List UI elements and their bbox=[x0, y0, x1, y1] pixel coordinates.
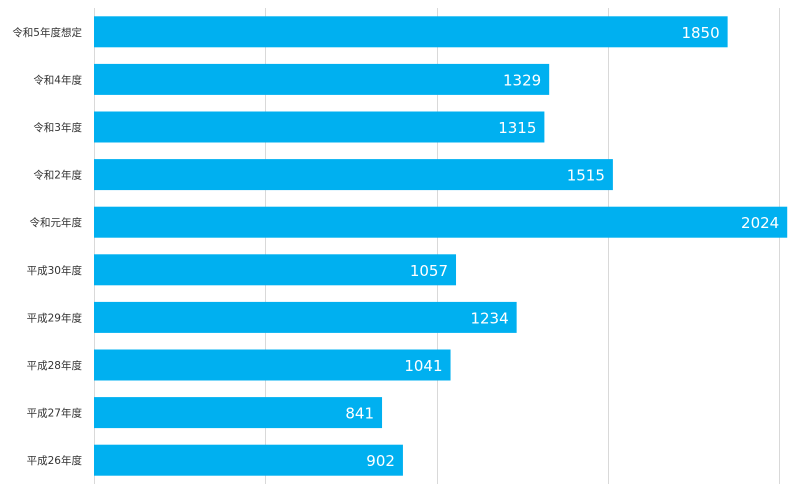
category-label: 令和2年度 bbox=[33, 169, 82, 182]
bar bbox=[94, 397, 383, 429]
bar bbox=[94, 111, 545, 143]
data-label: 1329 bbox=[503, 71, 541, 89]
bar bbox=[94, 63, 550, 95]
bar bbox=[94, 301, 517, 333]
bar bbox=[94, 254, 457, 286]
bar bbox=[94, 349, 451, 381]
data-label: 1057 bbox=[410, 262, 448, 280]
category-label: 平成28年度 bbox=[27, 359, 83, 372]
data-label: 1515 bbox=[567, 167, 605, 185]
data-label: 1850 bbox=[681, 24, 719, 42]
data-label: 1315 bbox=[498, 119, 536, 137]
value-labels: 1850 1329 1315 1515 2024 1057 1234 1041 841 902 bbox=[345, 24, 779, 470]
bar bbox=[94, 16, 728, 48]
data-label: 902 bbox=[366, 452, 395, 470]
bar bbox=[94, 159, 613, 191]
category-label: 令和3年度 bbox=[33, 121, 82, 134]
data-label: 841 bbox=[345, 405, 374, 423]
category-label: 平成26年度 bbox=[27, 454, 83, 467]
category-label: 平成27年度 bbox=[27, 407, 83, 420]
category-label: 令和4年度 bbox=[33, 73, 82, 86]
bars-group bbox=[94, 16, 788, 476]
data-label: 2024 bbox=[741, 214, 779, 232]
category-label: 令和5年度想定 bbox=[12, 26, 82, 39]
category-label: 平成30年度 bbox=[27, 264, 83, 277]
category-label: 令和元年度 bbox=[30, 216, 83, 229]
category-label: 平成29年度 bbox=[27, 311, 83, 324]
bar bbox=[94, 444, 403, 476]
data-label: 1041 bbox=[404, 357, 442, 375]
category-labels: 令和5年度想定令和4年度令和3年度令和2年度令和元年度平成30年度平成29年度平… bbox=[12, 26, 82, 467]
bar bbox=[94, 206, 788, 238]
data-label: 1234 bbox=[470, 309, 508, 327]
